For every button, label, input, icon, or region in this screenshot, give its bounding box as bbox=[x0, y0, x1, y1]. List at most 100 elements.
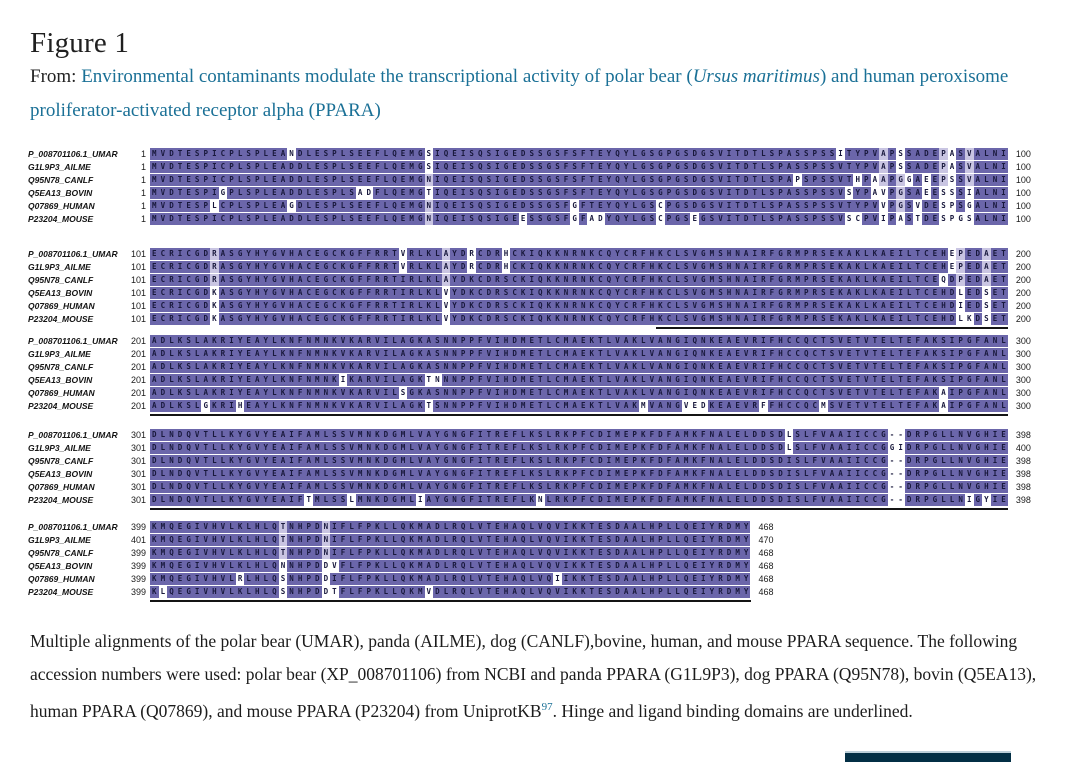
sequence-label: Q95N78_CANLF bbox=[28, 456, 94, 466]
sequence-label: P_008701106.1_UMAR bbox=[28, 522, 118, 532]
alignment-row: P23204_MOUSE 201 A D L K S L G K R I H E A Y L K N F N M N K V K A… bbox=[0, 400, 1068, 413]
alignment-row: Q95N78_CANLF 201 A D L K S L A K R I Y E A Y L K N F N M N K V K A… bbox=[0, 361, 1068, 374]
article-title-text-2: ) and human peroxisome proliferator-acti… bbox=[30, 66, 1009, 121]
alignment-block: P_008701106.1_UMAR 101 E C R I C G D R A S G Y H Y G V H A C… bbox=[0, 248, 1068, 329]
figure-caption: Multiple alignments of the polar bear (U… bbox=[30, 625, 1038, 728]
alignment-row: Q5EA13_BOVIN 1 M V D T E S P I G P L S P L E A D D L E S P L S A D F… bbox=[0, 187, 1068, 200]
alignment-row: P_008701106.1_UMAR 301 D L N D Q V T L L K Y G V Y E A I F A… bbox=[0, 429, 1068, 442]
residue-start-number: 101 bbox=[130, 288, 146, 298]
residue-end-number: 300 bbox=[1015, 401, 1031, 411]
residue-end-number: 100 bbox=[1015, 188, 1031, 198]
alignment-row: G1L9P3_AILME 301 D L N D Q V T L L K Y G V Y E A I F A M L S S V M… bbox=[0, 442, 1068, 455]
alignment-row: G1L9P3_AILME 401 K M Q E G I V H V L K L H L Q T N H P D N I F L F… bbox=[0, 534, 1068, 547]
residue-start-number: 201 bbox=[130, 375, 146, 385]
residue-start-number: 399 bbox=[130, 587, 146, 597]
residue-start-number: 399 bbox=[130, 574, 146, 584]
domain-underline bbox=[150, 600, 751, 602]
sequence-label: Q07869_HUMAN bbox=[28, 574, 95, 584]
residue-end-number: 398 bbox=[1015, 430, 1031, 440]
alignment-row: Q95N78_CANLF 101 E C R I C G D R A S G Y H Y G V H A C E G C K G F… bbox=[0, 274, 1068, 287]
sequence-label: P_008701106.1_UMAR bbox=[28, 149, 118, 159]
sequence-label: Q5EA13_BOVIN bbox=[28, 469, 93, 479]
residue-start-number: 101 bbox=[130, 275, 146, 285]
alignment-row: P_008701106.1_UMAR 399 K M Q E G I V H V L K L H L Q T N H P… bbox=[0, 521, 1068, 534]
domain-underline bbox=[150, 508, 1008, 510]
from-label: From: bbox=[30, 66, 82, 87]
alignment-row: Q07869_HUMAN 1 M V D T E S P L C P L S P L E A G D L E S P L S E E F… bbox=[0, 200, 1068, 213]
page-title: Figure 1 bbox=[30, 27, 130, 60]
residue-start-number: 301 bbox=[130, 456, 146, 466]
sequence-label: P23204_MOUSE bbox=[28, 495, 94, 505]
alignment-block: P_008701106.1_UMAR 201 A D L K S L A K R I Y E A Y L K N F N… bbox=[0, 335, 1068, 416]
residue-end-number: 200 bbox=[1015, 275, 1031, 285]
sequence-label: Q5EA13_BOVIN bbox=[28, 288, 93, 298]
alignment-row: Q95N78_CANLF 1 M V D T E S P I C P L S P L E A D D L E S P L S E E F… bbox=[0, 174, 1068, 187]
alignment-block: P_008701106.1_UMAR 301 D L N D Q V T L L K Y G V Y E A I F A… bbox=[0, 429, 1068, 510]
residue-start-number: 1 bbox=[140, 175, 146, 185]
residue-start-number: 1 bbox=[140, 188, 146, 198]
residue-start-number: 201 bbox=[130, 388, 146, 398]
residue-start-number: 301 bbox=[130, 469, 146, 479]
sequence-label: P_008701106.1_UMAR bbox=[28, 249, 118, 259]
alignment-figure: P_008701106.1_UMAR 1 M V D T E S P I C P L S P L E A N D L E S… bbox=[0, 140, 1068, 608]
residue-start-number: 101 bbox=[130, 301, 146, 311]
alignment-row: P23204_MOUSE 301 D L N D Q V T L L K Y G V Y E A I F T M L S S L M… bbox=[0, 494, 1068, 507]
back-to-article-button[interactable] bbox=[845, 751, 1011, 762]
residue-end-number: 468 bbox=[758, 561, 774, 571]
sequence-label: G1L9P3_AILME bbox=[28, 262, 91, 272]
sequence-label: Q07869_HUMAN bbox=[28, 388, 95, 398]
residue-end-number: 398 bbox=[1015, 469, 1031, 479]
sequence-label: Q5EA13_BOVIN bbox=[28, 375, 93, 385]
residue-start-number: 301 bbox=[130, 495, 146, 505]
article-title-text: Environmental contaminants modulate the … bbox=[81, 66, 693, 87]
alignment-row: Q5EA13_BOVIN 399 K M Q E G I V H V L K L H L Q N N H P D D V F L F… bbox=[0, 560, 1068, 573]
sequence-label: Q07869_HUMAN bbox=[28, 301, 95, 311]
residue-start-number: 201 bbox=[130, 349, 146, 359]
sequence-label: Q5EA13_BOVIN bbox=[28, 188, 93, 198]
sequence-label: P23204_MOUSE bbox=[28, 401, 94, 411]
residue-end-number: 468 bbox=[758, 587, 774, 597]
alignment-row: G1L9P3_AILME 1 M V D T E S P I C P L S P L E A D D L E S P L S E E F… bbox=[0, 161, 1068, 174]
residue-end-number: 100 bbox=[1015, 214, 1031, 224]
residue-end-number: 100 bbox=[1015, 175, 1031, 185]
residue-start-number: 1 bbox=[140, 214, 146, 224]
residue-end-number: 300 bbox=[1015, 362, 1031, 372]
caption-text-2: . Hinge and ligand binding domains are u… bbox=[552, 700, 913, 721]
alignment-row: G1L9P3_AILME 101 E C R I C G D R A S G Y H Y G V H A C E G C K G F… bbox=[0, 261, 1068, 274]
reference-link[interactable]: 97 bbox=[541, 700, 553, 713]
article-title-link[interactable]: Environmental contaminants modulate the … bbox=[30, 66, 1008, 121]
sequence-label: Q07869_HUMAN bbox=[28, 482, 95, 492]
alignment-block: P_008701106.1_UMAR 399 K M Q E G I V H V L K L H L Q T N H P… bbox=[0, 521, 1068, 602]
alignment-row: P23204_MOUSE 1 M V D T E S P I C P L S P L E A D D L E S P L S E E F… bbox=[0, 213, 1068, 226]
residue-start-number: 201 bbox=[130, 401, 146, 411]
residue-end-number: 100 bbox=[1015, 149, 1031, 159]
alignment-row: Q07869_HUMAN 101 E C R I C G D K A S G Y H Y G V H A C E G C K G F… bbox=[0, 300, 1068, 313]
alignment-row: P_008701106.1_UMAR 101 E C R I C G D R A S G Y H Y G V H A C… bbox=[0, 248, 1068, 261]
residue-start-number: 301 bbox=[130, 482, 146, 492]
residue-end-number: 398 bbox=[1015, 495, 1031, 505]
sequence-label: P_008701106.1_UMAR bbox=[28, 336, 118, 346]
sequence-label: P23204_MOUSE bbox=[28, 314, 94, 324]
residue-end-number: 200 bbox=[1015, 249, 1031, 259]
alignment-block: P_008701106.1_UMAR 1 M V D T E S P I C P L S P L E A N D L E S… bbox=[0, 148, 1068, 226]
sequence-label: G1L9P3_AILME bbox=[28, 443, 91, 453]
sequence-label: Q95N78_CANLF bbox=[28, 548, 94, 558]
residue-start-number: 401 bbox=[130, 535, 146, 545]
residue-start-number: 101 bbox=[130, 249, 146, 259]
residue-end-number: 300 bbox=[1015, 336, 1031, 346]
